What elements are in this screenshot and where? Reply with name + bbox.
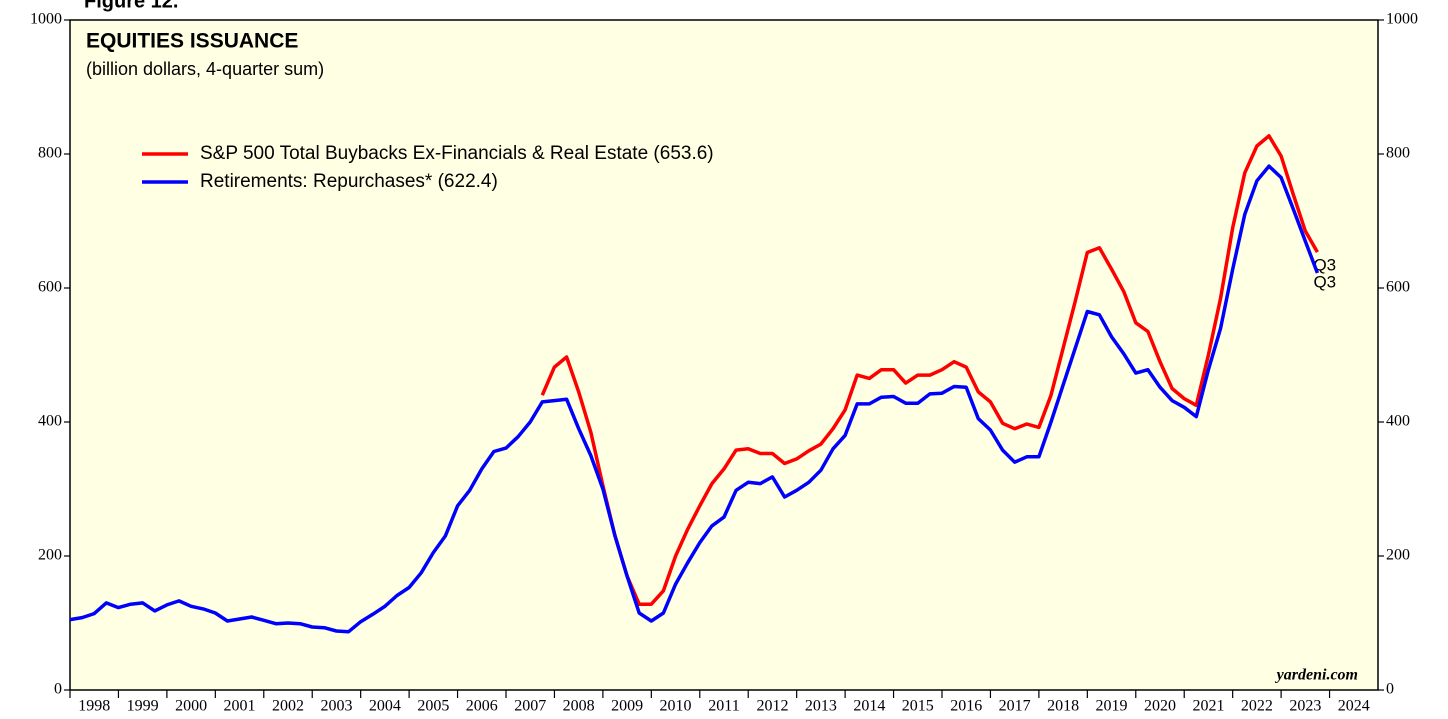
- y-tick-label: 800: [38, 145, 62, 162]
- y-tick-label: 0: [54, 681, 62, 698]
- end-label: Q3: [1313, 272, 1336, 291]
- y2-tick-label: 200: [1386, 547, 1410, 564]
- y-tick-label: 400: [38, 413, 62, 430]
- x-tick-label: 2004: [369, 698, 401, 715]
- y2-tick-label: 1000: [1386, 11, 1418, 28]
- x-tick-label: 2023: [1289, 698, 1321, 715]
- y2-tick-label: 600: [1386, 279, 1410, 296]
- x-tick-label: 2014: [853, 698, 885, 715]
- x-tick-label: 2015: [902, 698, 934, 715]
- x-tick-label: 2016: [950, 698, 982, 715]
- end-label: Q3: [1313, 255, 1336, 274]
- chart-title: EQUITIES ISSUANCE: [86, 30, 298, 53]
- x-tick-label: 2017: [999, 698, 1031, 715]
- x-tick-label: 2009: [611, 698, 643, 715]
- legend-label: Retirements: Repurchases* (622.4): [200, 171, 498, 192]
- y-tick-label: 1000: [30, 11, 62, 28]
- x-tick-label: 2013: [805, 698, 837, 715]
- y2-tick-label: 0: [1386, 681, 1394, 698]
- plot-area: [69, 19, 1379, 691]
- x-tick-label: 2019: [1096, 698, 1128, 715]
- x-tick-label: 2021: [1192, 698, 1224, 715]
- x-tick-label: 2008: [563, 698, 595, 715]
- x-tick-label: 1999: [127, 698, 159, 715]
- x-tick-label: 2012: [756, 698, 788, 715]
- source: yardeni.com: [1275, 667, 1358, 684]
- x-tick-label: 1998: [78, 698, 110, 715]
- x-tick-label: 2020: [1144, 698, 1176, 715]
- x-tick-label: 2002: [272, 698, 304, 715]
- x-tick-label: 2000: [175, 698, 207, 715]
- y2-tick-label: 400: [1386, 413, 1410, 430]
- x-tick-label: 2001: [224, 698, 256, 715]
- x-tick-label: 2024: [1338, 698, 1370, 715]
- x-tick-label: 2005: [417, 698, 449, 715]
- line-series: [540, 134, 1319, 606]
- y-tick-label: 600: [38, 279, 62, 296]
- y2-tick-label: 800: [1386, 145, 1410, 162]
- chart-subtitle: (billion dollars, 4-quarter sum): [86, 59, 324, 79]
- x-tick-label: 2006: [466, 698, 498, 715]
- x-tick-label: 2018: [1047, 698, 1079, 715]
- y-tick-label: 200: [38, 547, 62, 564]
- x-tick-label: 2022: [1241, 698, 1273, 715]
- x-tick-label: 2007: [514, 698, 546, 715]
- legend-label: S&P 500 Total Buybacks Ex-Financials & R…: [200, 143, 714, 164]
- x-tick-label: 2011: [708, 698, 739, 715]
- figure-label: Figure 12.: [84, 0, 178, 12]
- x-tick-label: 2003: [320, 698, 352, 715]
- x-tick-label: 2010: [660, 698, 692, 715]
- line-series: [69, 164, 1320, 634]
